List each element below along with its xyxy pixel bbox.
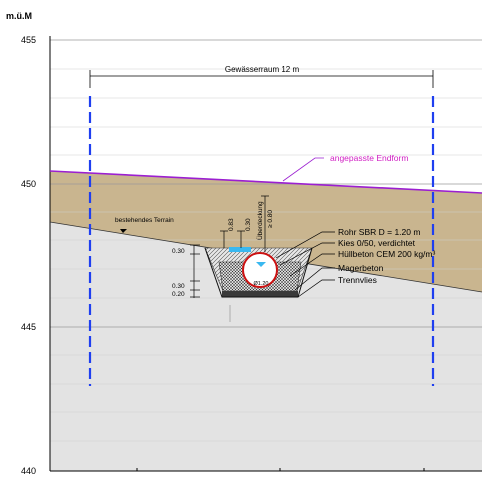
trench-outline [204, 247, 313, 298]
kies-label: Kies 0/50, verdichtet [338, 238, 416, 248]
magerbeton-layer [222, 291, 298, 297]
y-tick-440: 440 [21, 466, 36, 476]
left-dimension-chain [190, 244, 200, 298]
magerbeton-label: Magerbeton [338, 263, 384, 273]
endform-label: angepasste Endform [330, 153, 408, 163]
trennvlies-label: Trennvlies [338, 275, 377, 285]
rohr-label: Rohr SBR D = 1.20 m [338, 227, 420, 237]
terrain-marker-icon [120, 229, 127, 233]
top-dimensions [220, 195, 269, 252]
y-tick-445: 445 [21, 322, 36, 332]
major-grid-lines [50, 39, 482, 328]
water-surface [229, 247, 251, 252]
unit-label: m.ü.M [6, 11, 32, 21]
ground-area [50, 222, 482, 471]
soil-layer [50, 171, 482, 292]
gewaesserraum-dimension [89, 70, 434, 88]
endform-leader [282, 157, 324, 182]
dim-030-lower: 0.30 [172, 283, 185, 290]
dim-030-top: 0.30 [172, 248, 185, 255]
pipe [242, 252, 278, 288]
x-axis-ticks [136, 468, 425, 471]
grid-lines [50, 68, 482, 442]
callout-leaders [275, 231, 335, 298]
gewaesserraum-label: Gewässerraum 12 m [225, 65, 300, 74]
y-tick-450: 450 [21, 179, 36, 189]
y-tick-455: 455 [21, 35, 36, 45]
dim-083: 0.83 [228, 218, 235, 231]
water-level-icon [256, 262, 266, 267]
ueberdeckung-value: ≥ 0.80 [267, 210, 274, 228]
dim-030-vertical: 0.30 [245, 218, 252, 231]
ueberdeckung-label: Überdeckung [256, 201, 264, 240]
huellbeton-label: Hüllbeton CEM 200 kg/m³ [338, 249, 435, 259]
terrain-label: bestehendes Terrain [115, 217, 174, 224]
pipe-tag: Ø1.20 [254, 281, 269, 287]
endform-line [49, 170, 483, 194]
dim-020: 0.20 [172, 291, 185, 298]
